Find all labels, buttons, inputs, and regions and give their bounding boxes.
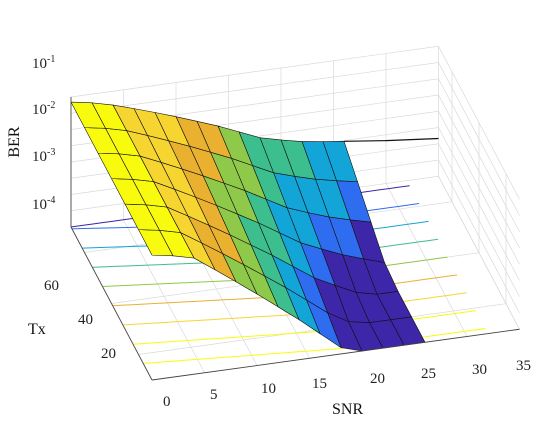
x-tick-label: 30 — [472, 362, 487, 378]
grid-line — [438, 46, 520, 330]
x-tick-label: 20 — [370, 371, 385, 387]
z-tick-label: 10-3 — [32, 147, 55, 165]
x-tick-label: 0 — [163, 394, 171, 410]
grid-line — [385, 53, 468, 337]
x-tick-label: 5 — [210, 387, 218, 403]
y-tick-label: 60 — [44, 278, 59, 294]
z-tick-label: 10-4 — [32, 195, 55, 213]
axes — [70, 97, 520, 381]
x-tick-label: 25 — [421, 366, 436, 382]
y-tick-label: 40 — [78, 312, 93, 328]
ber-tail-curve — [343, 137, 439, 142]
z-tick-label: 10-2 — [32, 100, 55, 118]
x-axis-line — [151, 328, 520, 381]
x-tick-label: 10 — [261, 381, 276, 397]
surface-patch — [70, 101, 107, 129]
surface-mesh — [70, 101, 426, 352]
grid-line — [111, 122, 480, 304]
z-tick-label: 10-1 — [32, 54, 55, 72]
z-axis-label: BER — [6, 126, 23, 157]
y-tick-label: 20 — [101, 346, 116, 362]
y-axis-line — [70, 226, 153, 381]
x-tick-label: 35 — [516, 358, 531, 374]
x-axis-label: SNR — [332, 401, 363, 418]
contour-line — [143, 328, 486, 364]
y-axis-label: Tx — [28, 321, 46, 338]
contour-line — [133, 310, 476, 345]
x-tick-label: 15 — [312, 376, 327, 392]
grid-line — [138, 173, 507, 355]
